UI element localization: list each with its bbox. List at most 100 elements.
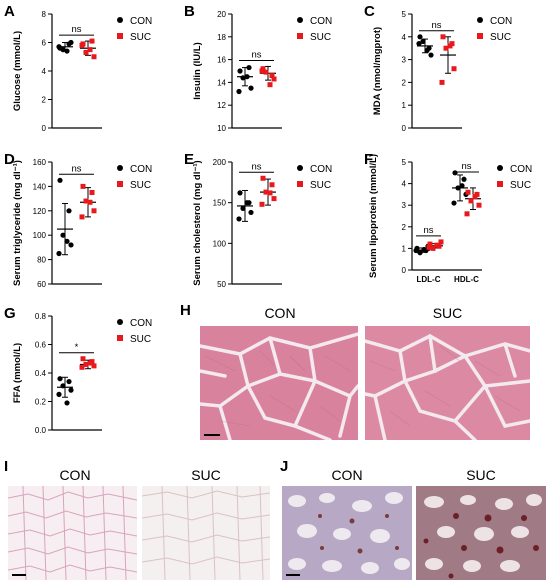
ihc-suc: [416, 486, 546, 580]
data-point-con: [68, 242, 74, 248]
significance-label: ns: [423, 225, 433, 236]
legend-con-label: CON: [310, 16, 332, 27]
data-point-con: [244, 74, 250, 80]
panel-letter: C: [364, 3, 375, 20]
panel-h-suc-title: SUC: [432, 305, 463, 321]
data-point-con: [56, 391, 62, 397]
legend-suc-marker: [117, 33, 123, 39]
y-tick-label: 3: [402, 56, 407, 65]
y-tick-label: 1: [402, 244, 407, 253]
panel-b-insulin: B 10 12 14 16 18 20 Insulin (IU/L) ns CON SUC: [180, 0, 365, 140]
panel-j-con-image: [282, 486, 412, 580]
panel-i-con-image: [8, 486, 137, 580]
y-axis-label: FFA (mmol/L): [12, 343, 23, 403]
data-point-suc: [91, 208, 97, 214]
legend-suc-label: SUC: [490, 32, 511, 43]
data-point-con: [248, 209, 254, 216]
data-point-con: [66, 208, 72, 214]
y-tick-label: 12: [217, 101, 226, 110]
legend-con-marker: [117, 17, 123, 23]
legend-con-marker: [297, 165, 303, 171]
y-tick-label: 50: [217, 280, 226, 289]
data-point-con: [452, 170, 458, 176]
data-point-suc: [79, 42, 85, 48]
data-point-con: [57, 376, 63, 382]
data-point-suc: [269, 182, 275, 188]
y-tick-label: 120: [33, 207, 47, 216]
legend-con-label: CON: [510, 164, 532, 175]
panel-g-ffa: G 0.0 0.2 0.4 0.6 0.8 FFA (mmol/L) * CON SUC: [0, 302, 185, 442]
y-tick-label: 0.6: [35, 341, 47, 350]
panel-i-suc-title: SUC: [191, 467, 221, 483]
legend-con-label: CON: [130, 16, 152, 27]
data-point-suc: [427, 241, 433, 247]
y-tick-label: 20: [217, 10, 226, 19]
data-point-suc: [426, 244, 432, 250]
y-tick-label: 10: [217, 124, 226, 133]
y-tick-label: 0: [42, 124, 47, 133]
data-point-suc: [468, 198, 474, 204]
panel-j-suc-title: SUC: [466, 467, 496, 483]
y-tick-label: 4: [42, 67, 47, 76]
y-tick-label: 140: [33, 182, 47, 191]
data-point-suc: [263, 69, 269, 75]
y-tick-label: 18: [217, 33, 226, 42]
panel-letter: E: [184, 151, 194, 168]
significance-label: ns: [71, 163, 81, 174]
significance-label: *: [75, 342, 79, 353]
significance-label: ns: [71, 24, 81, 35]
y-tick-label: 2: [402, 223, 407, 232]
data-point-suc: [447, 43, 453, 49]
y-tick-label: 16: [217, 56, 226, 65]
significance-label: ns: [251, 161, 261, 172]
x-category-label: LDL-C: [417, 275, 441, 284]
data-point-con: [420, 38, 426, 44]
legend-suc-marker: [477, 33, 483, 39]
legend-con-marker: [297, 17, 303, 23]
chart-f: F 0 1 2 3 4 5 Serum lipoprotein (mmol/L) LDL-C HD…: [364, 151, 532, 284]
data-point-suc: [443, 45, 449, 51]
legend-con-marker: [497, 165, 503, 171]
panel-letter: G: [4, 305, 16, 322]
y-axis-label: Serum lipoprotein (mmol/L): [368, 154, 379, 278]
data-point-con: [459, 183, 465, 189]
data-point-suc: [263, 189, 269, 195]
data-point-suc: [476, 202, 482, 208]
data-point-suc: [464, 211, 470, 217]
data-point-suc: [91, 363, 97, 369]
panel-h-suc-image: [365, 326, 530, 440]
chart-g: G 0.0 0.2 0.4 0.6 0.8 FFA (mmol/L) * CON SUC: [4, 305, 152, 435]
data-point-suc: [79, 214, 85, 220]
legend-suc-marker: [297, 181, 303, 187]
data-point-suc: [80, 183, 86, 189]
data-point-suc: [80, 356, 86, 362]
data-point-con: [413, 247, 419, 254]
y-tick-label: 0.4: [35, 369, 47, 378]
data-point-suc: [271, 196, 277, 202]
data-point-suc: [440, 34, 446, 40]
legend-suc-label: SUC: [310, 180, 331, 191]
data-point-suc: [259, 68, 265, 74]
data-point-con: [237, 68, 243, 74]
data-point-con: [68, 387, 74, 393]
legend-suc-marker: [117, 181, 123, 187]
legend-suc-label: SUC: [130, 334, 151, 345]
data-point-suc: [83, 49, 89, 55]
data-point-con: [417, 34, 423, 40]
data-point-con: [461, 176, 467, 182]
data-point-suc: [438, 239, 444, 245]
data-point-suc: [465, 189, 471, 195]
panel-f-lipoprotein: F 0 1 2 3 4 5 Serum lipoprotein (mmol/L) LDL-C HD…: [360, 148, 550, 296]
data-point-suc: [91, 54, 97, 60]
y-axis-label: Glucose (mmol/L): [12, 31, 23, 111]
y-tick-label: 1: [402, 101, 407, 110]
data-point-con: [236, 216, 242, 222]
panel-h-con-image: [200, 326, 358, 440]
y-tick-label: 14: [217, 78, 226, 87]
data-point-suc: [87, 199, 93, 205]
y-tick-label: 0: [402, 266, 407, 275]
data-point-con: [236, 88, 242, 95]
chart-c: C 0 1 2 3 4 5 MDA (nmol/mgprot) ns CON SUC: [364, 3, 512, 133]
y-tick-label: 5: [402, 10, 407, 19]
legend-con-label: CON: [310, 164, 332, 175]
